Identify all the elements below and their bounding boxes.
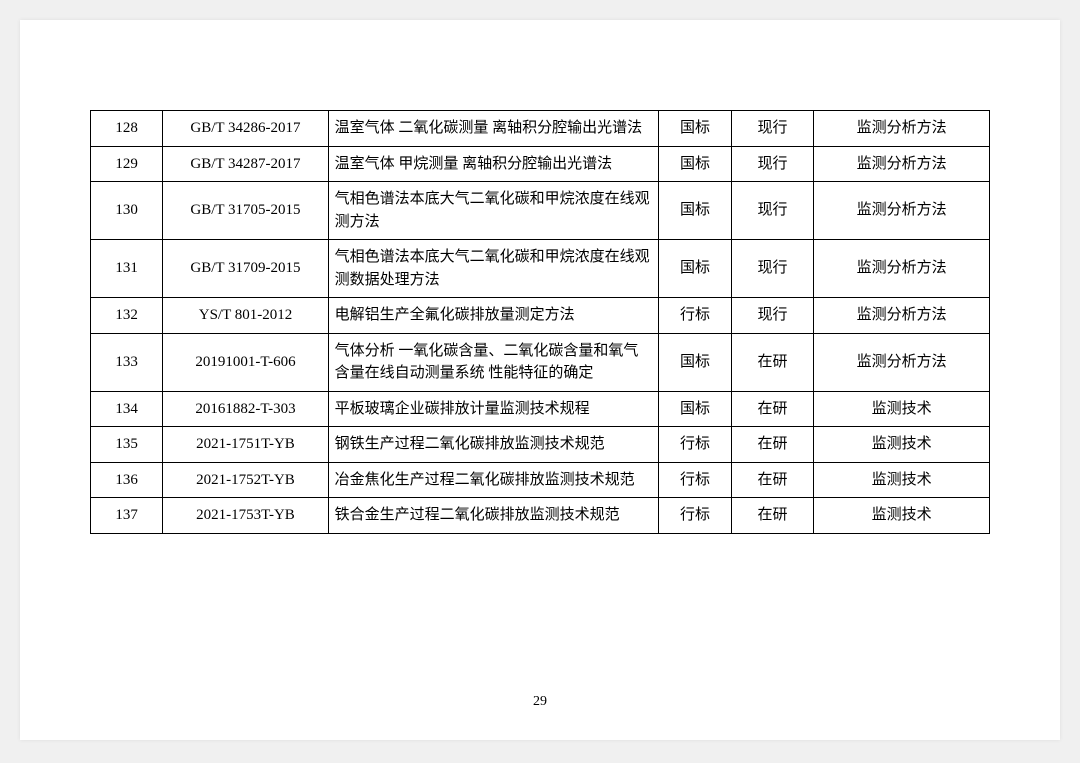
cell-description: 电解铝生产全氟化碳排放量测定方法 [328, 298, 659, 334]
cell-description: 气体分析 一氧化碳含量、二氧化碳含量和氧气含量在线自动测量系统 性能特征的确定 [328, 333, 659, 391]
cell-standard-type: 行标 [659, 298, 731, 334]
standards-table: 128GB/T 34286-2017温室气体 二氧化碳测量 离轴积分腔输出光谱法… [90, 110, 990, 534]
cell-status: 现行 [731, 240, 814, 298]
cell-code: 20191001-T-606 [163, 333, 328, 391]
cell-index: 135 [91, 427, 163, 463]
cell-category: 监测分析方法 [814, 111, 990, 147]
cell-index: 129 [91, 146, 163, 182]
cell-status: 现行 [731, 182, 814, 240]
cell-status: 在研 [731, 498, 814, 534]
cell-description: 气相色谱法本底大气二氧化碳和甲烷浓度在线观测数据处理方法 [328, 240, 659, 298]
table-row: 1372021-1753T-YB铁合金生产过程二氧化碳排放监测技术规范行标在研监… [91, 498, 990, 534]
cell-standard-type: 国标 [659, 391, 731, 427]
cell-index: 137 [91, 498, 163, 534]
cell-description: 平板玻璃企业碳排放计量监测技术规程 [328, 391, 659, 427]
cell-code: 2021-1751T-YB [163, 427, 328, 463]
cell-index: 130 [91, 182, 163, 240]
cell-category: 监测技术 [814, 462, 990, 498]
table-row: 1352021-1751T-YB钢铁生产过程二氧化碳排放监测技术规范行标在研监测… [91, 427, 990, 463]
cell-code: YS/T 801-2012 [163, 298, 328, 334]
table-row: 131GB/T 31709-2015气相色谱法本底大气二氧化碳和甲烷浓度在线观测… [91, 240, 990, 298]
table-row: 129GB/T 34287-2017温室气体 甲烷测量 离轴积分腔输出光谱法国标… [91, 146, 990, 182]
cell-status: 现行 [731, 111, 814, 147]
cell-index: 133 [91, 333, 163, 391]
table-row: 13320191001-T-606气体分析 一氧化碳含量、二氧化碳含量和氧气含量… [91, 333, 990, 391]
cell-status: 现行 [731, 146, 814, 182]
cell-code: GB/T 34287-2017 [163, 146, 328, 182]
table-body: 128GB/T 34286-2017温室气体 二氧化碳测量 离轴积分腔输出光谱法… [91, 111, 990, 534]
cell-category: 监测技术 [814, 391, 990, 427]
cell-category: 监测技术 [814, 427, 990, 463]
cell-standard-type: 国标 [659, 146, 731, 182]
cell-category: 监测技术 [814, 498, 990, 534]
table-row: 1362021-1752T-YB冶金焦化生产过程二氧化碳排放监测技术规范行标在研… [91, 462, 990, 498]
cell-standard-type: 国标 [659, 182, 731, 240]
cell-code: GB/T 31709-2015 [163, 240, 328, 298]
cell-status: 在研 [731, 333, 814, 391]
page-number: 29 [20, 694, 1060, 710]
cell-status: 现行 [731, 298, 814, 334]
cell-index: 136 [91, 462, 163, 498]
cell-standard-type: 国标 [659, 111, 731, 147]
cell-category: 监测分析方法 [814, 240, 990, 298]
cell-standard-type: 国标 [659, 240, 731, 298]
cell-code: GB/T 34286-2017 [163, 111, 328, 147]
cell-description: 铁合金生产过程二氧化碳排放监测技术规范 [328, 498, 659, 534]
cell-standard-type: 行标 [659, 462, 731, 498]
cell-description: 气相色谱法本底大气二氧化碳和甲烷浓度在线观测方法 [328, 182, 659, 240]
cell-status: 在研 [731, 427, 814, 463]
table-row: 128GB/T 34286-2017温室气体 二氧化碳测量 离轴积分腔输出光谱法… [91, 111, 990, 147]
cell-category: 监测分析方法 [814, 182, 990, 240]
cell-index: 131 [91, 240, 163, 298]
cell-category: 监测分析方法 [814, 298, 990, 334]
cell-index: 132 [91, 298, 163, 334]
table-row: 132YS/T 801-2012电解铝生产全氟化碳排放量测定方法行标现行监测分析… [91, 298, 990, 334]
table-row: 13420161882-T-303平板玻璃企业碳排放计量监测技术规程国标在研监测… [91, 391, 990, 427]
cell-standard-type: 行标 [659, 427, 731, 463]
cell-category: 监测分析方法 [814, 146, 990, 182]
cell-code: GB/T 31705-2015 [163, 182, 328, 240]
cell-status: 在研 [731, 391, 814, 427]
cell-code: 2021-1752T-YB [163, 462, 328, 498]
cell-index: 128 [91, 111, 163, 147]
cell-code: 20161882-T-303 [163, 391, 328, 427]
cell-description: 温室气体 二氧化碳测量 离轴积分腔输出光谱法 [328, 111, 659, 147]
cell-status: 在研 [731, 462, 814, 498]
cell-description: 冶金焦化生产过程二氧化碳排放监测技术规范 [328, 462, 659, 498]
cell-standard-type: 国标 [659, 333, 731, 391]
cell-description: 温室气体 甲烷测量 离轴积分腔输出光谱法 [328, 146, 659, 182]
cell-description: 钢铁生产过程二氧化碳排放监测技术规范 [328, 427, 659, 463]
cell-index: 134 [91, 391, 163, 427]
document-page: 128GB/T 34286-2017温室气体 二氧化碳测量 离轴积分腔输出光谱法… [20, 20, 1060, 740]
cell-category: 监测分析方法 [814, 333, 990, 391]
cell-standard-type: 行标 [659, 498, 731, 534]
table-row: 130GB/T 31705-2015气相色谱法本底大气二氧化碳和甲烷浓度在线观测… [91, 182, 990, 240]
cell-code: 2021-1753T-YB [163, 498, 328, 534]
